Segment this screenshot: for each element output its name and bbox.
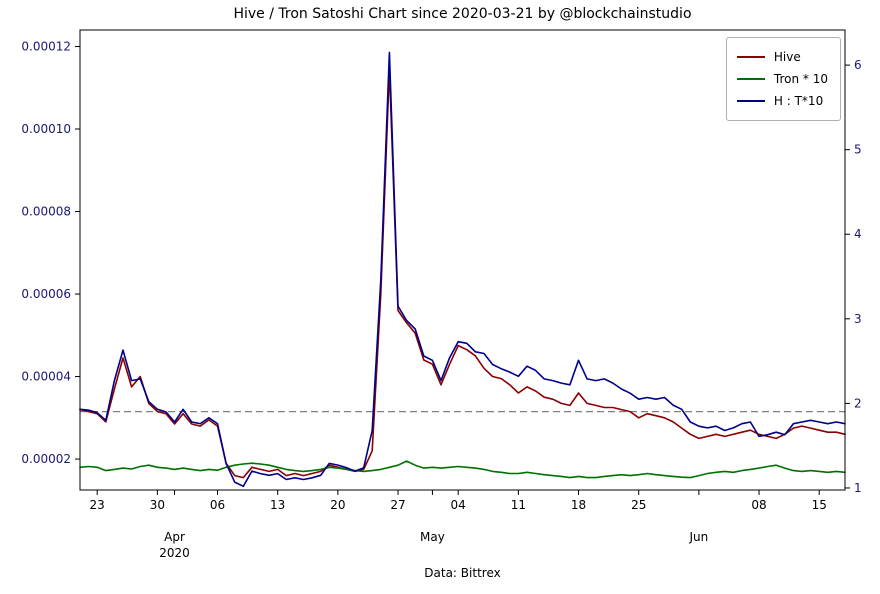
- x-tick-label: 13: [270, 498, 285, 512]
- series-line-hive: [79, 68, 846, 479]
- legend-item-ratio: H : T*10: [736, 90, 828, 112]
- legend-swatch-hive: [736, 56, 765, 58]
- data-source-label: Data: Bittrex: [424, 566, 501, 580]
- x-tick-label: 18: [571, 498, 586, 512]
- x-tick-label: 30: [150, 498, 165, 512]
- legend-swatch-tron: [736, 78, 765, 80]
- legend-label-ratio: H : T*10: [773, 94, 824, 108]
- legend-item-tron: Tron * 10: [736, 68, 828, 90]
- y-left-tick-label: 0.00010: [21, 122, 71, 136]
- x-month-label: Jun: [689, 530, 709, 544]
- y-left-tick-label: 0.00012: [21, 40, 71, 54]
- y-right-tick-label: 5: [854, 143, 862, 157]
- x-tick-label: 06: [210, 498, 225, 512]
- legend-swatch-ratio: [736, 100, 765, 102]
- x-tick-label: 25: [631, 498, 646, 512]
- y-left-tick-label: 0.00004: [21, 370, 71, 384]
- x-tick-label: 15: [812, 498, 827, 512]
- x-tick-label: 23: [90, 498, 105, 512]
- y-right-tick-label: 4: [854, 227, 862, 241]
- x-tick-label: 04: [451, 498, 466, 512]
- x-tick-label: 11: [511, 498, 526, 512]
- y-left-tick-label: 0.00002: [21, 452, 71, 466]
- y-right-tick-label: 2: [854, 396, 862, 410]
- series-line-tron-10: [79, 460, 846, 479]
- y-right-tick-label: 1: [854, 481, 862, 495]
- plot-border: [79, 29, 846, 491]
- legend-label-hive: Hive: [773, 50, 801, 64]
- x-month-label: May: [420, 530, 445, 544]
- chart-title: Hive / Tron Satoshi Chart since 2020-03-…: [233, 6, 692, 22]
- y-left-tick-label: 0.00006: [21, 287, 71, 301]
- x-tick-label: 27: [390, 498, 405, 512]
- legend-item-hive: Hive: [736, 46, 828, 68]
- y-right-tick-label: 6: [854, 58, 862, 72]
- legend: Hive Tron * 10 H : T*10: [725, 37, 841, 121]
- x-tick-label: 20: [330, 498, 345, 512]
- x-tick-label: 08: [751, 498, 766, 512]
- y-right-tick-label: 3: [854, 312, 862, 326]
- series-line-h-t-10: [79, 51, 846, 488]
- y-left-tick-label: 0.00008: [21, 205, 71, 219]
- x-month-label: Apr: [164, 530, 185, 544]
- legend-label-tron: Tron * 10: [773, 72, 828, 86]
- x-year-label: 2020: [159, 546, 190, 560]
